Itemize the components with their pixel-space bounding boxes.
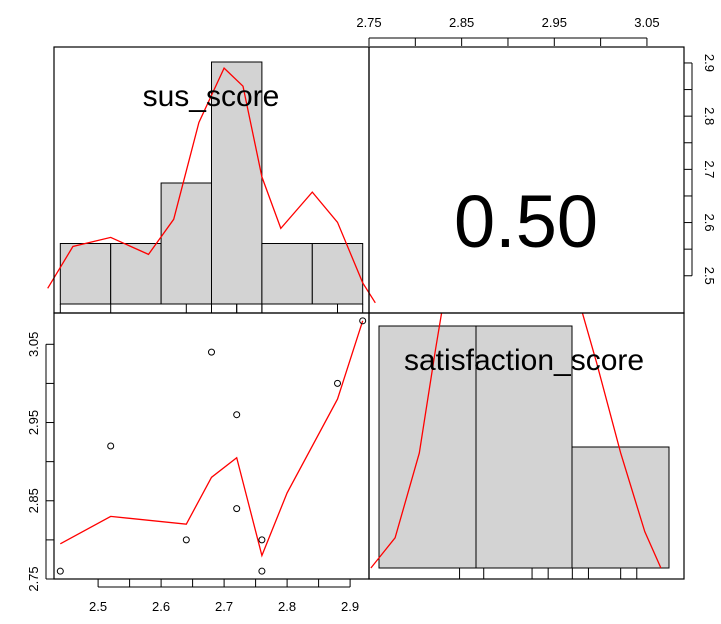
panel-frame-bl (53, 312, 370, 580)
satisfaction-density-line (370, 313, 662, 569)
bottom-axis-tick-label: 2.9 (341, 599, 359, 614)
left-axis-tick-label: 3.05 (26, 332, 41, 357)
sus-histogram-bar (211, 61, 263, 305)
scatter-point (233, 505, 241, 513)
satisfaction-histogram-bar (378, 325, 477, 569)
correlation-value: 0.50 (454, 180, 598, 263)
sus-histogram-bar (160, 182, 213, 305)
loess-smooth-line (59, 320, 364, 558)
left-axis-tick-label: 2.85 (26, 488, 41, 513)
left-axis-tick-label: 2.75 (26, 566, 41, 591)
right-axis-tick-label: 2.8 (702, 107, 717, 125)
bottom-axis-tick-label: 2.5 (89, 599, 107, 614)
bottom-axis-tick-label: 2.6 (152, 599, 170, 614)
bottom-axis-tick-label: 2.8 (278, 599, 296, 614)
scatter-point (359, 317, 367, 325)
scatter-point (182, 536, 190, 544)
top-axis-tick-label: 3.05 (634, 15, 659, 30)
right-axis-tick-label: 2.6 (702, 214, 717, 232)
top-axis-tick-label: 2.75 (356, 15, 381, 30)
sus-histogram-bar (110, 243, 162, 305)
right-axis-tick-label: 2.7 (702, 160, 717, 178)
bottom-axis-tick-label: 2.7 (215, 599, 233, 614)
scatter-point (107, 442, 115, 450)
sus-histogram-bar (59, 243, 112, 305)
sus-score-label: sus_score (143, 80, 280, 113)
panel-frame-br (368, 312, 685, 580)
right-axis-tick-label: 2.9 (702, 54, 717, 72)
top-axis-tick-label: 2.95 (542, 15, 567, 30)
right-axis-tick-label: 2.5 (702, 267, 717, 285)
scatter-point (258, 536, 266, 544)
scatter-point (334, 379, 341, 387)
top-axis-tick-label: 2.85 (449, 15, 474, 30)
scatter-point (56, 567, 64, 575)
scatter-point (208, 348, 215, 356)
satisfaction-histogram-bar (571, 446, 670, 569)
sus-density-line (47, 67, 376, 304)
scatter-point (233, 411, 241, 419)
sus-histogram-bar (261, 243, 313, 305)
sus-histogram-bar (311, 243, 364, 305)
satisfaction-histogram-bar (475, 325, 573, 569)
satisfaction-score-label: satisfaction_score (404, 344, 644, 377)
left-axis-tick-label: 2.95 (26, 410, 41, 435)
scatter-point (258, 567, 266, 575)
